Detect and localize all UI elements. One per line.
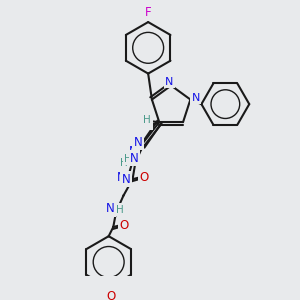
Text: F: F bbox=[145, 6, 152, 20]
Text: N: N bbox=[129, 145, 138, 158]
Text: O: O bbox=[120, 219, 129, 232]
Text: N: N bbox=[192, 93, 200, 103]
Text: N: N bbox=[165, 77, 173, 87]
Text: H: H bbox=[124, 154, 132, 164]
Text: N: N bbox=[134, 136, 142, 149]
Text: N: N bbox=[106, 202, 115, 215]
Text: N: N bbox=[130, 152, 139, 164]
Text: H: H bbox=[116, 205, 124, 214]
Text: H: H bbox=[144, 119, 152, 129]
Text: H: H bbox=[142, 115, 150, 125]
Text: O: O bbox=[139, 171, 148, 184]
Text: H: H bbox=[119, 158, 127, 168]
Text: N: N bbox=[122, 173, 130, 186]
Text: N: N bbox=[117, 171, 126, 184]
Text: O: O bbox=[106, 290, 115, 300]
